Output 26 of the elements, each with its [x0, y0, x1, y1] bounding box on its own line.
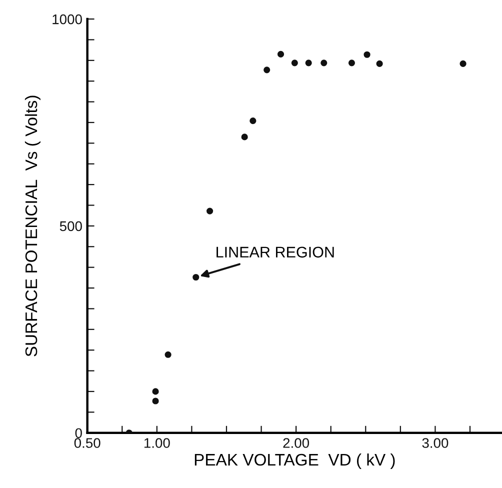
point [320, 60, 328, 66]
point [241, 134, 248, 140]
x-tick-label: 0.50 [74, 438, 100, 448]
x-tick-label: 3.00 [422, 438, 448, 448]
x-axis-title: PEAK VOLTAGE VD ( kV ) [194, 453, 395, 469]
point [192, 274, 200, 281]
x-tick-label: 1.00 [144, 438, 170, 448]
point [305, 60, 312, 66]
x-tick-label: 2.00 [283, 438, 310, 448]
y-axis-title: SURFACE POTENCIAL Vs ( Volts) [24, 96, 40, 356]
point [250, 118, 256, 124]
point [291, 60, 298, 66]
point [164, 351, 172, 358]
point [460, 60, 466, 68]
point [152, 388, 159, 395]
point [348, 60, 356, 66]
annotation: LINEAR REGION [216, 246, 334, 258]
y-tick-label: 500 [60, 221, 82, 232]
y-tick-label: 0 [75, 428, 82, 438]
point [364, 51, 370, 58]
point [376, 60, 383, 68]
point [152, 398, 159, 404]
point [277, 50, 284, 58]
point [206, 208, 214, 214]
point [264, 66, 270, 74]
y-tick-label: 1000 [52, 14, 82, 24]
